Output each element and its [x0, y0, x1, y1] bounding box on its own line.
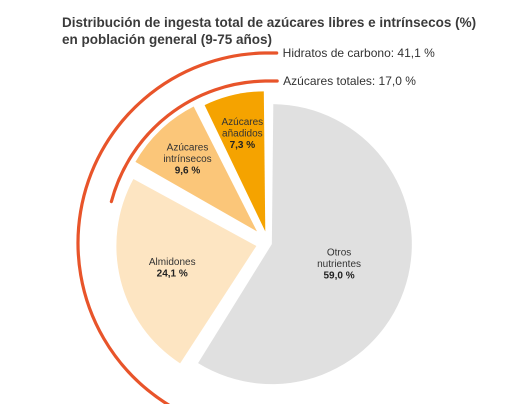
chart-title-line-1: Distribución de ingesta total de azúcare… — [62, 15, 477, 30]
group-arc-hidratos-de-carbono — [76, 51, 279, 404]
group-arc-azucares-totales — [109, 79, 279, 204]
slice-label-azucares-intrinsecos-line-1: Azúcares — [167, 142, 209, 153]
group-arcs — [76, 51, 279, 404]
slice-value-azucares-intrinsecos: 9,6 % — [175, 165, 201, 176]
slice-almidones — [116, 179, 257, 364]
group-label-azucares-totales: Azúcares totales: 17,0 % — [283, 74, 416, 88]
slice-value-otros-nutrientes: 59,0 % — [323, 271, 354, 282]
group-label-hidratos-de-carbono: Hidratos de carbono: 41,1 % — [283, 46, 435, 60]
slice-label-almidones-line-1: Almidones — [149, 257, 196, 268]
slice-label-azucares-anadidos-line-2: añadidos — [222, 129, 263, 140]
slice-label-azucares-anadidos-line-1: Azúcares — [222, 117, 264, 128]
slice-value-azucares-anadidos: 7,3 % — [230, 140, 256, 151]
slice-label-otros-nutrientes-line-2: nutrientes — [317, 259, 361, 270]
chart-title: Distribución de ingesta total de azúcare… — [62, 14, 507, 48]
slice-label-azucares-intrinsecos-line-2: intrínsecos — [163, 154, 211, 165]
slice-label-otros-nutrientes-line-1: Otros — [327, 248, 351, 259]
slice-azucares-anadidos — [204, 91, 266, 232]
slice-value-almidones: 24,1 % — [157, 268, 188, 279]
pie-slices — [116, 91, 412, 385]
slice-otros-nutrientes — [198, 104, 412, 385]
chart-title-line-2: en población general (9-75 años) — [62, 32, 273, 47]
slice-azucares-intrinsecos — [135, 106, 257, 232]
